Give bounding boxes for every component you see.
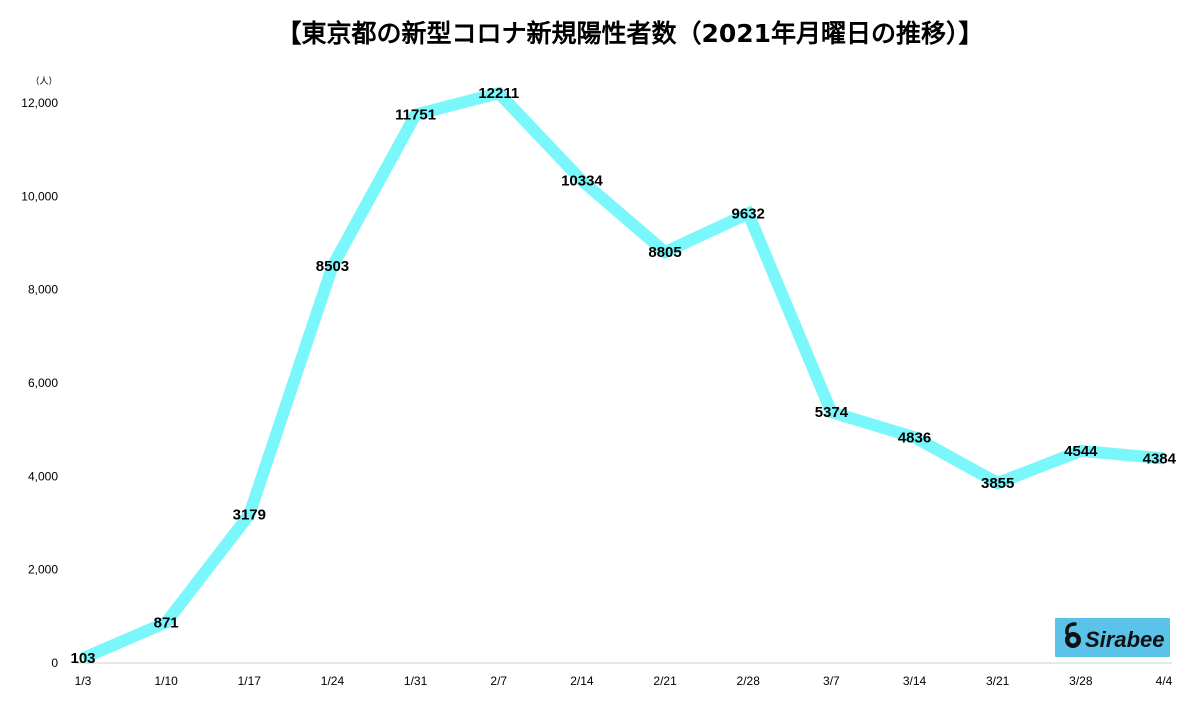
- logo-text: Sirabee: [1085, 627, 1165, 652]
- x-tick-label: 2/14: [570, 674, 594, 688]
- y-axis-ticks: 0 2,000 4,000 6,000 8,000 10,000 12,000: [21, 96, 58, 670]
- x-tick-label: 3/28: [1069, 674, 1093, 688]
- y-axis-unit: （人）: [30, 76, 57, 87]
- x-tick-label: 3/14: [903, 674, 927, 688]
- data-label: 4384: [1143, 450, 1177, 467]
- data-label: 3179: [233, 507, 266, 524]
- logo-mark-icon: [1065, 622, 1081, 648]
- x-tick-label: 1/17: [238, 674, 262, 688]
- chart-title: 【東京都の新型コロナ新規陽性者数（2021年月曜日の推移）】: [276, 19, 983, 48]
- logo-background: [1055, 618, 1170, 657]
- y-tick-label: 6,000: [28, 376, 58, 390]
- y-tick-label: 2,000: [28, 563, 58, 577]
- data-label: 8503: [316, 258, 349, 275]
- x-axis-ticks: 1/3 1/10 1/17 1/24 1/31 2/7 2/14 2/21 2/28 3/7 3/1…: [75, 674, 1173, 688]
- x-tick-label: 3/21: [986, 674, 1010, 688]
- x-tick-label: 1/3: [75, 674, 92, 688]
- data-label: 4836: [898, 429, 931, 446]
- data-label: 11751: [395, 107, 436, 124]
- data-label: 103: [70, 650, 95, 667]
- data-label: 5374: [815, 404, 849, 421]
- x-tick-label: 2/21: [653, 674, 677, 688]
- data-label: 9632: [732, 206, 765, 223]
- y-tick-label: 8,000: [28, 283, 58, 297]
- series-line: [80, 86, 1165, 664]
- x-tick-label: 4/4: [1156, 674, 1173, 688]
- data-label: 871: [154, 614, 179, 631]
- x-tick-label: 2/7: [490, 674, 507, 688]
- data-label: 3855: [981, 475, 1014, 492]
- sirabee-logo: Sirabee: [1055, 618, 1170, 657]
- data-label: 8805: [648, 244, 681, 261]
- y-tick-label: 10,000: [21, 189, 58, 203]
- data-label: 4544: [1064, 443, 1098, 460]
- x-tick-label: 1/31: [404, 674, 428, 688]
- data-label: 10334: [561, 173, 603, 190]
- y-tick-label: 12,000: [21, 96, 58, 110]
- x-tick-label: 1/10: [154, 674, 178, 688]
- data-labels: 103 871 3179 8503 11751 12211 10334 8805 9632 537…: [70, 85, 1176, 667]
- data-label: 12211: [478, 85, 519, 102]
- x-tick-label: 2/28: [737, 674, 761, 688]
- y-tick-label: 4,000: [28, 469, 58, 483]
- y-tick-label: 0: [51, 656, 58, 670]
- x-tick-label: 3/7: [823, 674, 840, 688]
- x-tick-label: 1/24: [321, 674, 345, 688]
